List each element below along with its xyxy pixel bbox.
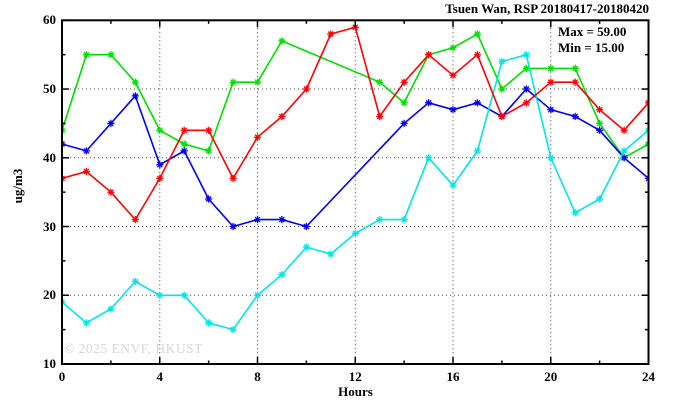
legend-min-value: Min = 15.00 xyxy=(558,40,625,55)
series-cyan-markers xyxy=(61,51,649,334)
x-tick-label: 0 xyxy=(58,369,66,384)
x-tick-label: 24 xyxy=(642,369,655,384)
x-tick-label: 12 xyxy=(348,369,362,384)
y-tick-label: 60 xyxy=(43,12,56,28)
y-tick-label: 10 xyxy=(43,356,56,371)
series-blue-line xyxy=(61,87,649,228)
x-tick-label: 4 xyxy=(156,369,164,384)
chart-title: Tsuen Wan, RSP 20180417-20180420 xyxy=(445,1,649,16)
series-green-line xyxy=(61,32,649,159)
x-tick-label: 8 xyxy=(254,369,261,384)
legend-max-value: Max = 59.00 xyxy=(558,24,627,39)
y-tick-label: 50 xyxy=(43,81,56,97)
series-red-line xyxy=(61,26,649,221)
watermark: © 2025 ENVF, HKUST xyxy=(64,341,203,356)
x-tick-label: 20 xyxy=(544,369,558,384)
y-tick-label: 40 xyxy=(43,149,56,165)
plot-frame xyxy=(61,19,650,366)
y-tick-label: 20 xyxy=(43,287,56,303)
y-tick-label: 30 xyxy=(43,218,56,234)
x-axis-title: Hours xyxy=(338,384,373,399)
x-tick-label: 16 xyxy=(446,369,460,384)
